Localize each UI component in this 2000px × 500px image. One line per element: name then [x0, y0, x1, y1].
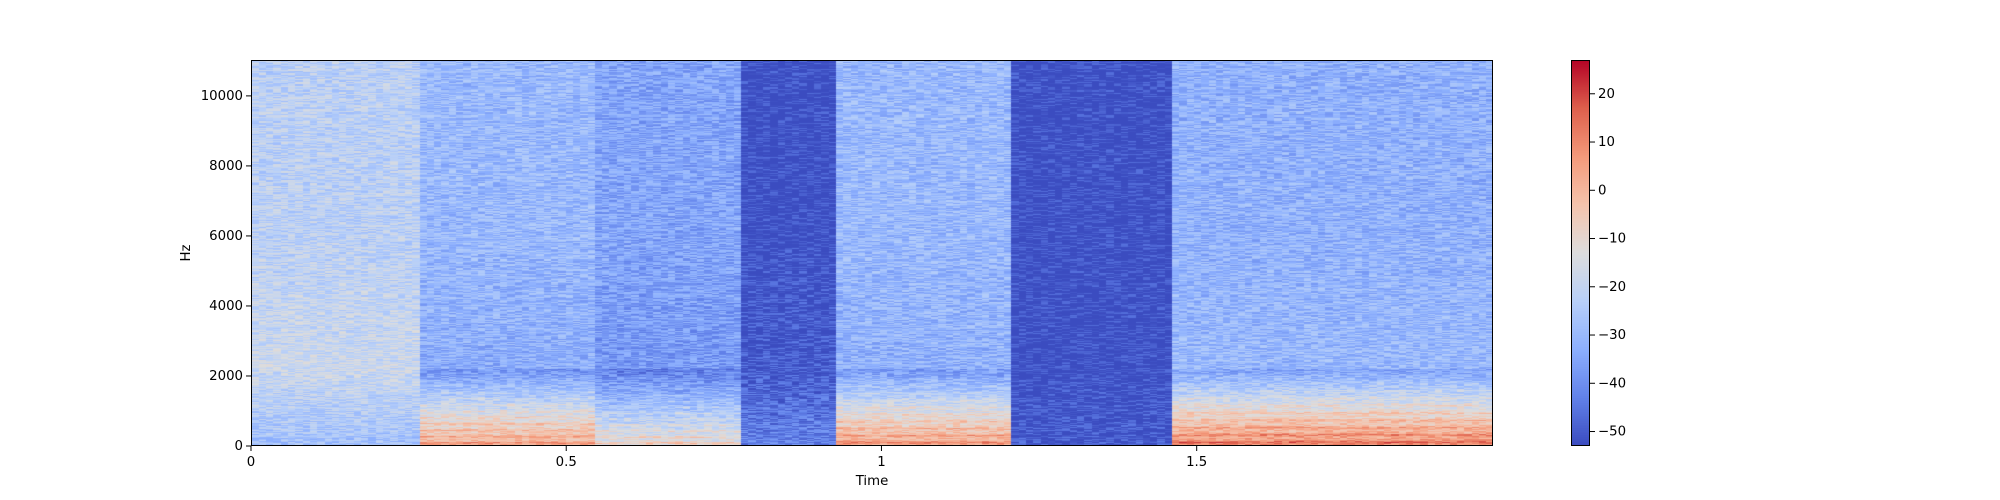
y-tick-label: 10000 [201, 89, 243, 104]
colorbar-tick-label: −40 [1598, 376, 1626, 391]
x-tick-label: 0.5 [556, 455, 577, 470]
colorbar-tick-label: 20 [1598, 87, 1615, 102]
y-axis-label: Hz [179, 244, 194, 261]
colorbar-ticks: −50 −40 −30 −20 −10 0 10 20 [1590, 87, 1626, 440]
colorbar-tick-label: −50 [1598, 425, 1626, 440]
x-axis-ticks: 0 0.5 1 1.5 [247, 446, 1207, 470]
x-tick-label: 1 [877, 455, 885, 470]
colorbar-tick-label: 10 [1598, 135, 1615, 150]
x-tick-label: 0 [247, 455, 255, 470]
y-tick-label: 6000 [209, 229, 243, 244]
y-tick-label: 0 [235, 439, 243, 454]
y-tick-label: 2000 [209, 369, 243, 384]
y-tick-label: 4000 [209, 299, 243, 314]
colorbar-tick-label: 0 [1598, 183, 1606, 198]
colorbar-tick-label: −10 [1598, 232, 1626, 247]
x-axis-label: Time [855, 474, 889, 489]
spectrogram-image [251, 60, 1493, 446]
y-axis-ticks: 0 2000 4000 6000 8000 10000 [201, 89, 251, 454]
colorbar-tick-label: −20 [1598, 280, 1626, 295]
colorbar-gradient [1571, 60, 1590, 446]
x-tick-label: 1.5 [1186, 455, 1207, 470]
y-tick-label: 8000 [209, 159, 243, 174]
colorbar-tick-label: −30 [1598, 328, 1626, 343]
